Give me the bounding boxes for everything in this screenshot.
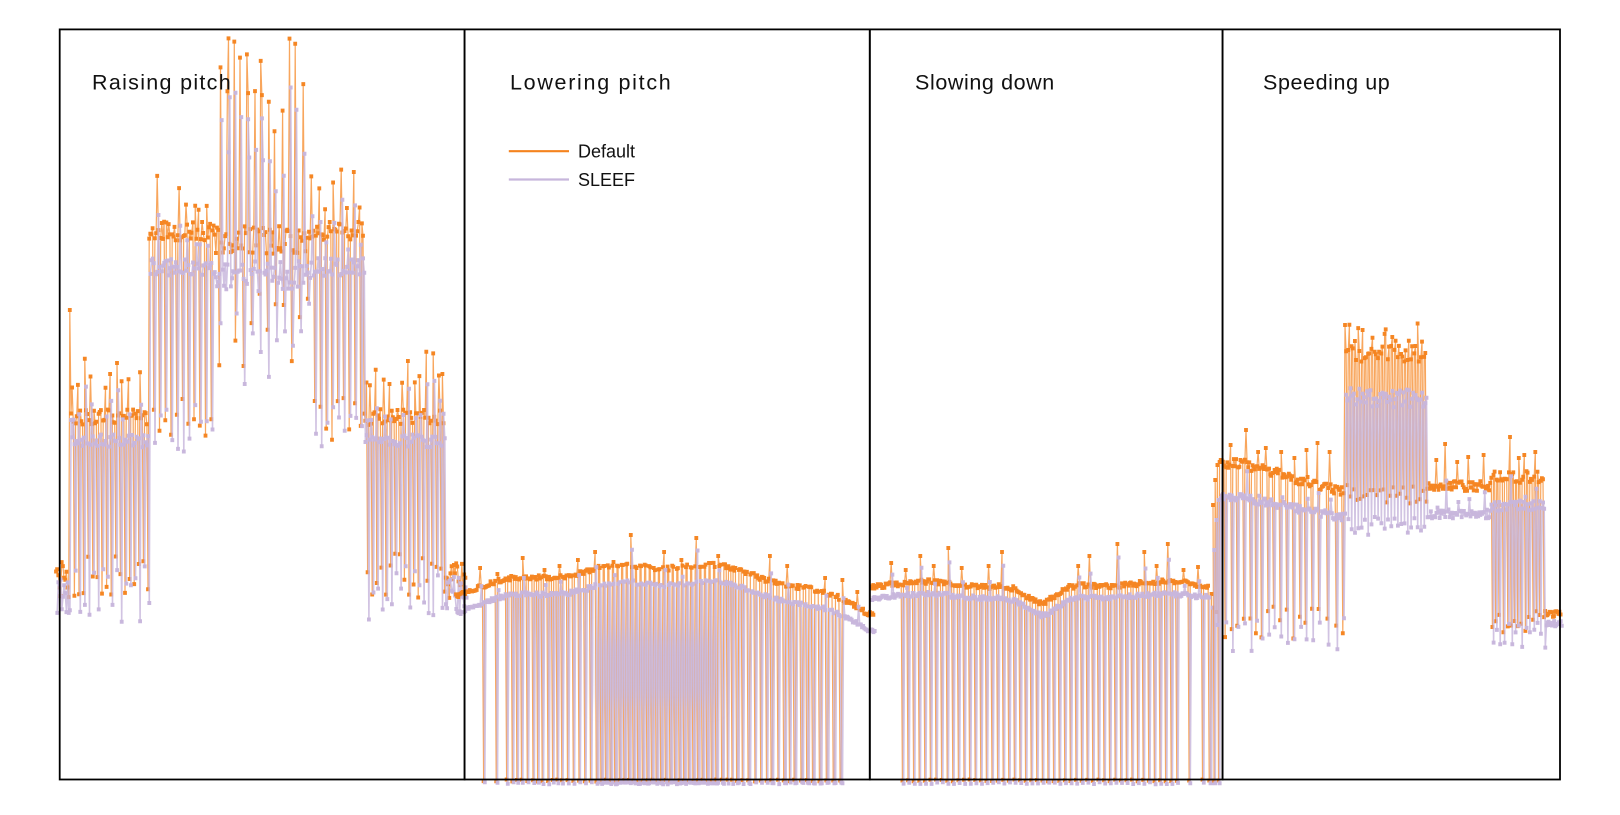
svg-text:Lowering pitch: Lowering pitch xyxy=(510,71,672,95)
svg-text:SLEEF: SLEEF xyxy=(578,170,635,190)
svg-text:Slowing down: Slowing down xyxy=(915,71,1055,95)
svg-text:Speeding up: Speeding up xyxy=(1263,71,1390,95)
svg-text:Raising pitch: Raising pitch xyxy=(92,71,232,95)
svg-text:Default: Default xyxy=(578,142,635,162)
